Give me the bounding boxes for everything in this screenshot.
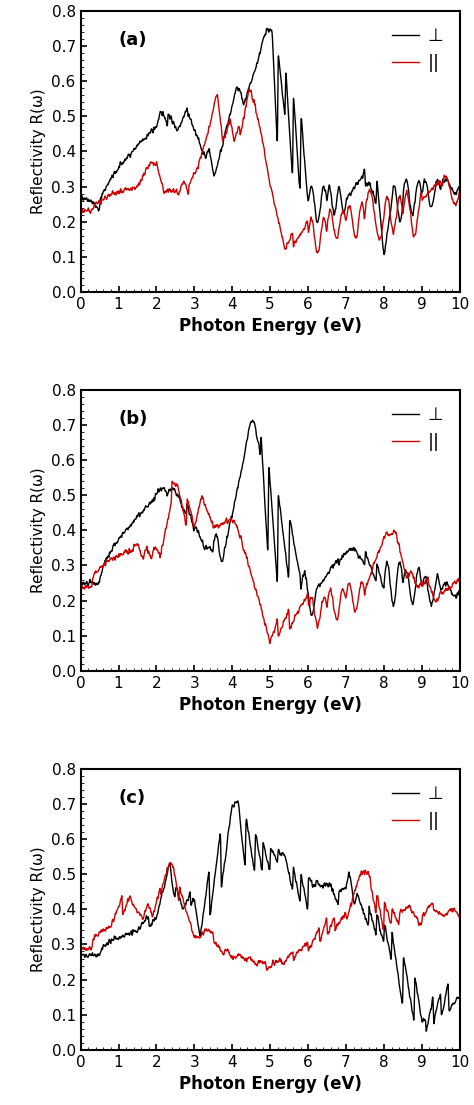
|| (167, 856, 173, 870)
⊥ (377, 567, 383, 580)
Text: (a): (a) (118, 31, 147, 49)
Line: ||: || (81, 481, 460, 643)
X-axis label: Photon Energy (eV): Photon Energy (eV) (179, 1075, 362, 1093)
|| (252, 582, 258, 596)
Line: ⊥: ⊥ (81, 801, 460, 1031)
⊥ (376, 200, 382, 213)
⊥ (78, 189, 83, 202)
|| (78, 940, 83, 954)
|| (446, 179, 452, 192)
|| (457, 183, 463, 197)
|| (78, 580, 83, 593)
⊥ (447, 1003, 452, 1017)
⊥ (262, 844, 268, 857)
Text: (b): (b) (118, 410, 148, 428)
|| (377, 545, 383, 558)
|| (78, 206, 83, 219)
⊥ (97, 197, 103, 210)
⊥ (262, 28, 268, 41)
⊥ (97, 947, 103, 960)
X-axis label: Photon Energy (eV): Photon Energy (eV) (179, 696, 362, 714)
⊥ (265, 22, 271, 35)
Y-axis label: Reflectivity R(ω): Reflectivity R(ω) (31, 846, 46, 972)
|| (262, 955, 268, 968)
|| (264, 964, 270, 977)
|| (447, 581, 452, 594)
|| (97, 926, 103, 939)
⊥ (457, 181, 463, 194)
Text: (c): (c) (118, 789, 146, 807)
⊥ (78, 576, 83, 589)
⊥ (309, 609, 315, 622)
Line: ⊥: ⊥ (81, 29, 460, 254)
⊥ (262, 502, 268, 515)
⊥ (446, 177, 452, 190)
Y-axis label: Reflectivity R(ω): Reflectivity R(ω) (31, 88, 46, 214)
|| (252, 97, 258, 110)
|| (447, 904, 452, 917)
⊥ (78, 946, 83, 959)
|| (457, 571, 463, 585)
Y-axis label: Reflectivity R(ω): Reflectivity R(ω) (31, 467, 46, 593)
⊥ (457, 990, 463, 1003)
Legend: ⊥, ||: ⊥, || (384, 778, 451, 838)
⊥ (447, 581, 452, 594)
⊥ (446, 1002, 452, 1015)
⊥ (250, 413, 255, 427)
|| (377, 902, 383, 915)
⊥ (457, 586, 463, 599)
⊥ (97, 572, 103, 586)
⊥ (376, 919, 382, 933)
Legend: ⊥, ||: ⊥, || (384, 20, 451, 80)
⊥ (252, 64, 258, 77)
⊥ (252, 420, 258, 433)
|| (97, 560, 103, 573)
⊥ (446, 580, 452, 593)
|| (457, 913, 463, 926)
|| (446, 904, 452, 917)
|| (314, 246, 319, 260)
⊥ (235, 794, 241, 808)
X-axis label: Photon Energy (eV): Photon Energy (eV) (179, 317, 362, 335)
Legend: ⊥, ||: ⊥, || (384, 399, 451, 459)
Line: ||: || (81, 863, 460, 970)
|| (446, 580, 452, 593)
|| (447, 180, 452, 193)
⊥ (447, 177, 452, 190)
|| (97, 194, 103, 208)
|| (169, 474, 175, 487)
|| (262, 151, 268, 165)
|| (262, 618, 268, 631)
|| (377, 233, 383, 246)
⊥ (424, 1024, 429, 1038)
|| (252, 958, 258, 971)
|| (267, 636, 273, 650)
Line: ⊥: ⊥ (81, 420, 460, 615)
Line: ||: || (81, 88, 460, 253)
|| (246, 82, 252, 95)
⊥ (252, 840, 258, 853)
⊥ (381, 248, 387, 261)
